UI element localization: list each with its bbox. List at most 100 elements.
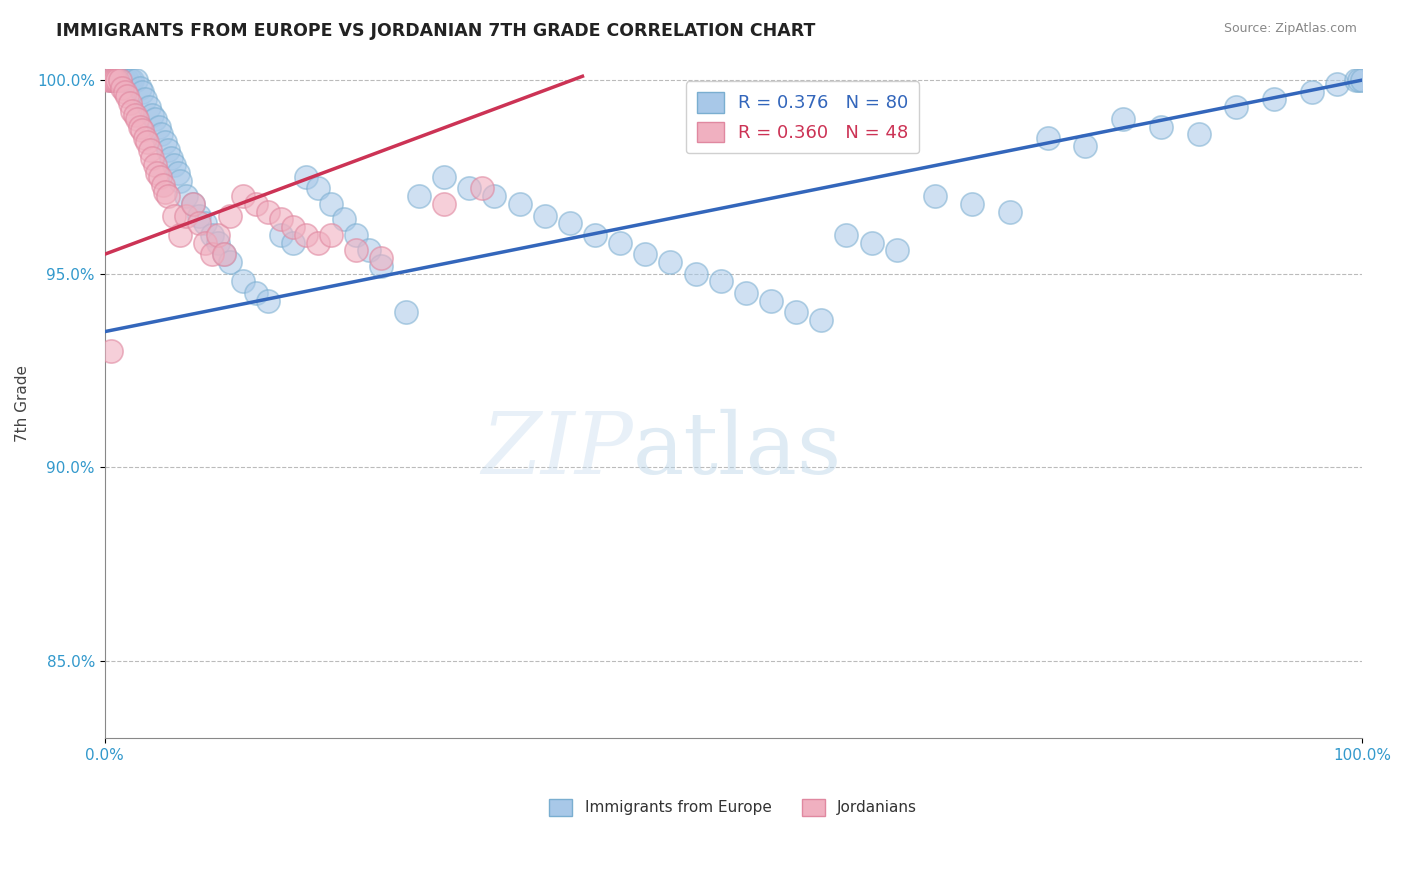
Point — [136, 135, 159, 149]
Point — [149, 169, 172, 184]
Point — [104, 73, 127, 87]
Point — [150, 128, 173, 142]
Point — [121, 73, 143, 87]
Point — [1263, 93, 1285, 107]
Point — [558, 216, 581, 230]
Point — [357, 244, 380, 258]
Point — [111, 81, 134, 95]
Point — [152, 178, 174, 192]
Point — [344, 227, 367, 242]
Point — [609, 235, 631, 250]
Point — [232, 274, 254, 288]
Point — [153, 135, 176, 149]
Point — [188, 209, 211, 223]
Point — [139, 143, 162, 157]
Point — [127, 112, 149, 126]
Point — [131, 85, 153, 99]
Point — [1301, 85, 1323, 99]
Point — [835, 227, 858, 242]
Point — [121, 104, 143, 119]
Point — [319, 227, 342, 242]
Point — [212, 247, 235, 261]
Point — [659, 255, 682, 269]
Point — [344, 244, 367, 258]
Point — [160, 151, 183, 165]
Point — [100, 73, 122, 87]
Point — [1344, 73, 1367, 87]
Point — [153, 186, 176, 200]
Point — [169, 227, 191, 242]
Text: Source: ZipAtlas.com: Source: ZipAtlas.com — [1223, 22, 1357, 36]
Point — [332, 212, 354, 227]
Y-axis label: 7th Grade: 7th Grade — [15, 365, 30, 442]
Point — [232, 189, 254, 203]
Point — [307, 235, 329, 250]
Point — [1036, 131, 1059, 145]
Point — [125, 73, 148, 87]
Point — [166, 166, 188, 180]
Point — [141, 151, 163, 165]
Point — [105, 73, 128, 87]
Point — [112, 73, 135, 87]
Point — [200, 247, 222, 261]
Legend: Immigrants from Europe, Jordanians: Immigrants from Europe, Jordanians — [543, 792, 924, 822]
Point — [114, 85, 136, 99]
Point — [433, 169, 456, 184]
Point — [319, 197, 342, 211]
Point — [1150, 120, 1173, 134]
Point — [134, 131, 156, 145]
Point — [295, 169, 318, 184]
Point — [194, 235, 217, 250]
Point — [103, 73, 125, 87]
Point — [212, 247, 235, 261]
Point — [176, 189, 198, 203]
Text: atlas: atlas — [633, 409, 842, 491]
Point — [634, 247, 657, 261]
Point — [97, 73, 120, 87]
Point — [156, 143, 179, 157]
Point — [105, 73, 128, 87]
Point — [759, 293, 782, 308]
Point — [124, 108, 146, 122]
Point — [219, 209, 242, 223]
Point — [118, 96, 141, 111]
Point — [128, 81, 150, 95]
Point — [1225, 100, 1247, 114]
Point — [860, 235, 883, 250]
Point — [128, 120, 150, 134]
Point — [810, 313, 832, 327]
Point — [484, 189, 506, 203]
Point — [533, 209, 555, 223]
Point — [395, 305, 418, 319]
Point — [960, 197, 983, 211]
Point — [283, 220, 305, 235]
Point — [169, 174, 191, 188]
Point — [245, 285, 267, 300]
Point — [176, 209, 198, 223]
Point — [370, 259, 392, 273]
Text: IMMIGRANTS FROM EUROPE VS JORDANIAN 7TH GRADE CORRELATION CHART: IMMIGRANTS FROM EUROPE VS JORDANIAN 7TH … — [56, 22, 815, 40]
Point — [998, 204, 1021, 219]
Point — [433, 197, 456, 211]
Point — [118, 73, 141, 87]
Point — [257, 204, 280, 219]
Point — [143, 112, 166, 126]
Point — [685, 267, 707, 281]
Point — [181, 197, 204, 211]
Point — [886, 244, 908, 258]
Point — [188, 216, 211, 230]
Text: ZIP: ZIP — [481, 409, 633, 491]
Point — [1112, 112, 1135, 126]
Point — [194, 216, 217, 230]
Point — [583, 227, 606, 242]
Point — [283, 235, 305, 250]
Point — [117, 73, 139, 87]
Point — [148, 120, 170, 134]
Point — [104, 73, 127, 87]
Point — [207, 227, 229, 242]
Point — [1348, 73, 1371, 87]
Point — [295, 227, 318, 242]
Point — [156, 189, 179, 203]
Point — [924, 189, 946, 203]
Point — [100, 343, 122, 358]
